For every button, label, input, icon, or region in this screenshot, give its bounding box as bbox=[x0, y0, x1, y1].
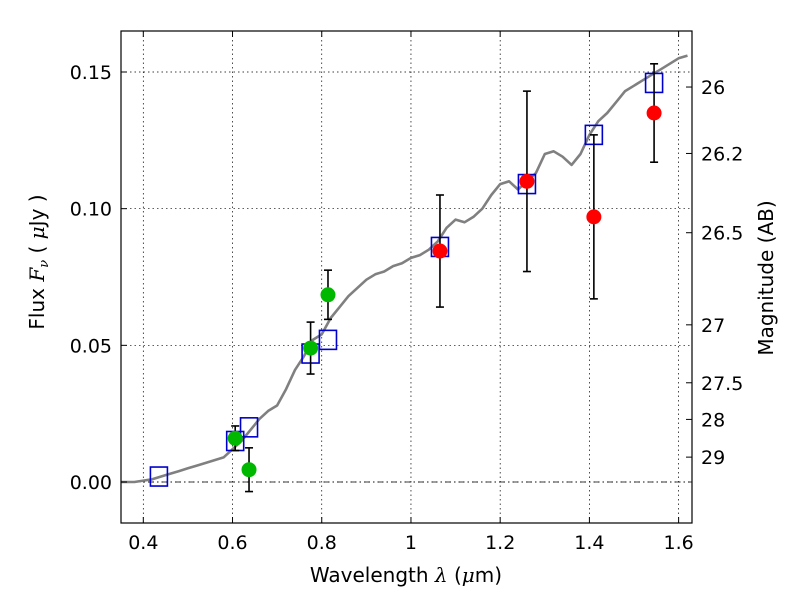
grid bbox=[121, 31, 692, 523]
tick-layer: 0.4 0.6 0.8 1 1.2 1.4 1.6 0.00 0.05 0.10 0.15 26 26.… bbox=[70, 31, 743, 554]
x-tick-label: 1.6 bbox=[664, 532, 694, 554]
model-photometry-square bbox=[239, 417, 259, 438]
x-tick-label: 1.2 bbox=[485, 532, 515, 554]
detection-point bbox=[586, 209, 602, 225]
y-axis-title: Flux Fν ( μJy ) bbox=[25, 194, 52, 329]
detection-point bbox=[519, 173, 535, 189]
x-tick-label: 0.6 bbox=[217, 532, 247, 554]
model-photometry-square bbox=[318, 329, 338, 351]
magnitude-tick-label: 27 bbox=[701, 315, 725, 337]
magnitude-tick-label: 26.2 bbox=[701, 143, 743, 165]
detection-point bbox=[227, 430, 243, 446]
y-tick-label: 0.00 bbox=[70, 472, 112, 494]
magnitude-tick-label: 29 bbox=[701, 447, 725, 469]
y-tick-label: 0.15 bbox=[70, 62, 112, 84]
x-axis-title: Wavelength λ (μm) bbox=[310, 563, 502, 587]
x-tick-label: 1.4 bbox=[574, 532, 604, 554]
y-tick-label: 0.10 bbox=[70, 199, 112, 221]
y-tick-label: 0.05 bbox=[70, 335, 112, 357]
detection-point bbox=[646, 105, 662, 121]
series-layer bbox=[121, 54, 688, 493]
x-tick-label: 0.4 bbox=[128, 532, 158, 554]
magnitude-tick-label: 27.5 bbox=[701, 373, 743, 395]
detection-point bbox=[320, 287, 336, 303]
detection-point bbox=[432, 243, 448, 259]
magnitude-tick-label: 26.5 bbox=[701, 223, 743, 245]
detection-point bbox=[303, 340, 319, 356]
model-photometry-square bbox=[149, 466, 169, 487]
magnitude-tick-label: 28 bbox=[701, 409, 725, 431]
plot-frame bbox=[120, 30, 693, 524]
detection-point bbox=[241, 462, 257, 478]
model-sed-line bbox=[121, 54, 688, 484]
x-tick-label: 1 bbox=[405, 532, 417, 554]
magnitude-tick-label: 26 bbox=[701, 77, 725, 99]
magnitude-axis-title: Magnitude (AB) bbox=[754, 200, 778, 355]
x-tick-label: 0.8 bbox=[307, 532, 337, 554]
